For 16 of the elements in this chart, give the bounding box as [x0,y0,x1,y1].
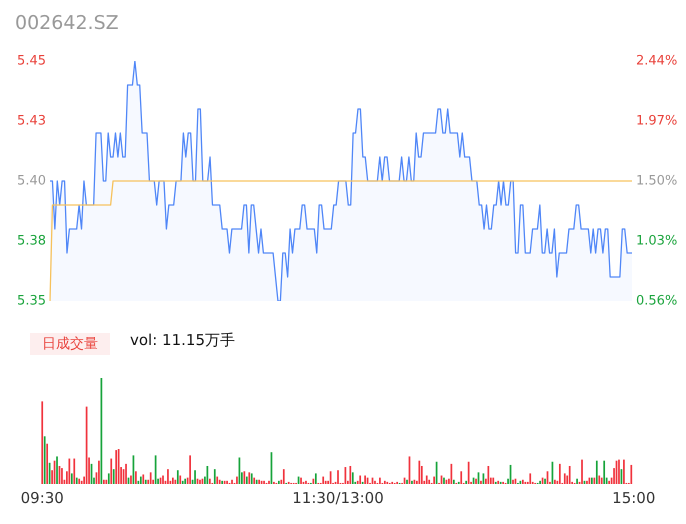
y2-tick-label: 0.56% [636,293,678,308]
y-tick-label: 5.43 [17,113,46,128]
y-tick-label: 5.38 [17,233,46,248]
x-tick-label: 11:30/13:00 [292,488,384,507]
x-tick-label: 09:30 [20,488,64,507]
chart-title: 002642.SZ [15,12,119,34]
y-tick-label: 5.45 [17,53,46,68]
y-tick-label: 5.40 [17,173,46,188]
y2-tick-label: 1.03% [636,233,678,248]
y-tick-label: 5.35 [17,293,46,308]
y2-tick-label: 2.44% [636,53,678,68]
text: vol: 11.15万手 [130,331,235,350]
y2-tick-label: 1.97% [636,113,678,128]
x-tick-label: 15:00 [612,488,656,507]
text: 日成交量 [30,333,110,355]
y2-tick-label: 1.50% [636,173,678,188]
